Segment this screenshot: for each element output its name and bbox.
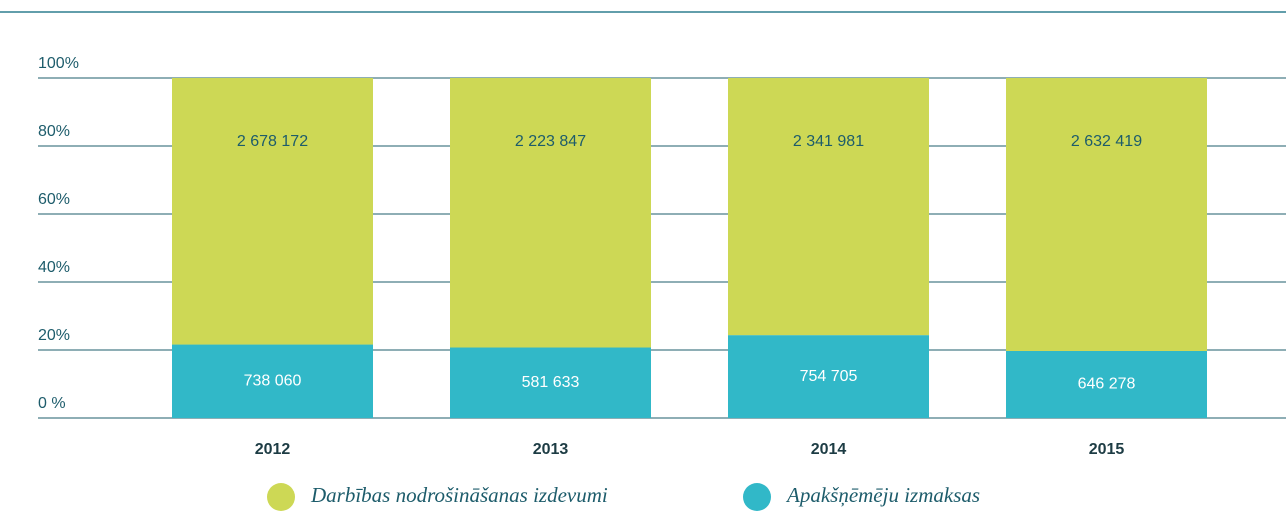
legend-label: Darbības nodrošināšanas izdevumi (310, 483, 608, 507)
y-tick-label: 40% (38, 259, 70, 276)
bar-segment (1006, 350, 1207, 418)
value-label: 2 678 172 (237, 133, 308, 150)
bar-segment (450, 347, 651, 418)
value-label: 754 705 (800, 368, 858, 385)
y-tick-label: 0 % (38, 395, 66, 412)
bar-segment (728, 78, 929, 336)
legend-swatch (743, 483, 771, 511)
x-tick-label: 2012 (255, 441, 291, 458)
bar-segment (172, 78, 373, 345)
y-tick-label: 60% (38, 191, 70, 208)
y-tick-label: 80% (38, 123, 70, 140)
bar-segment (1006, 78, 1207, 351)
x-tick-label: 2015 (1089, 441, 1125, 458)
x-tick-label: 2014 (811, 441, 847, 458)
bar-segment (450, 78, 651, 348)
legend-swatch (267, 483, 295, 511)
value-label: 738 060 (244, 372, 302, 389)
legend-label: Apakšņēmēju izmaksas (785, 483, 980, 507)
bar-segment (172, 344, 373, 418)
y-tick-label: 20% (38, 327, 70, 344)
y-tick-label: 100% (38, 55, 79, 72)
value-label: 2 341 981 (793, 133, 864, 150)
value-label: 2 632 419 (1071, 133, 1142, 150)
x-tick-label: 2013 (533, 441, 569, 458)
bar-segment (728, 335, 929, 418)
value-label: 2 223 847 (515, 133, 586, 150)
value-label: 646 278 (1078, 376, 1136, 393)
value-label: 581 633 (522, 374, 580, 391)
